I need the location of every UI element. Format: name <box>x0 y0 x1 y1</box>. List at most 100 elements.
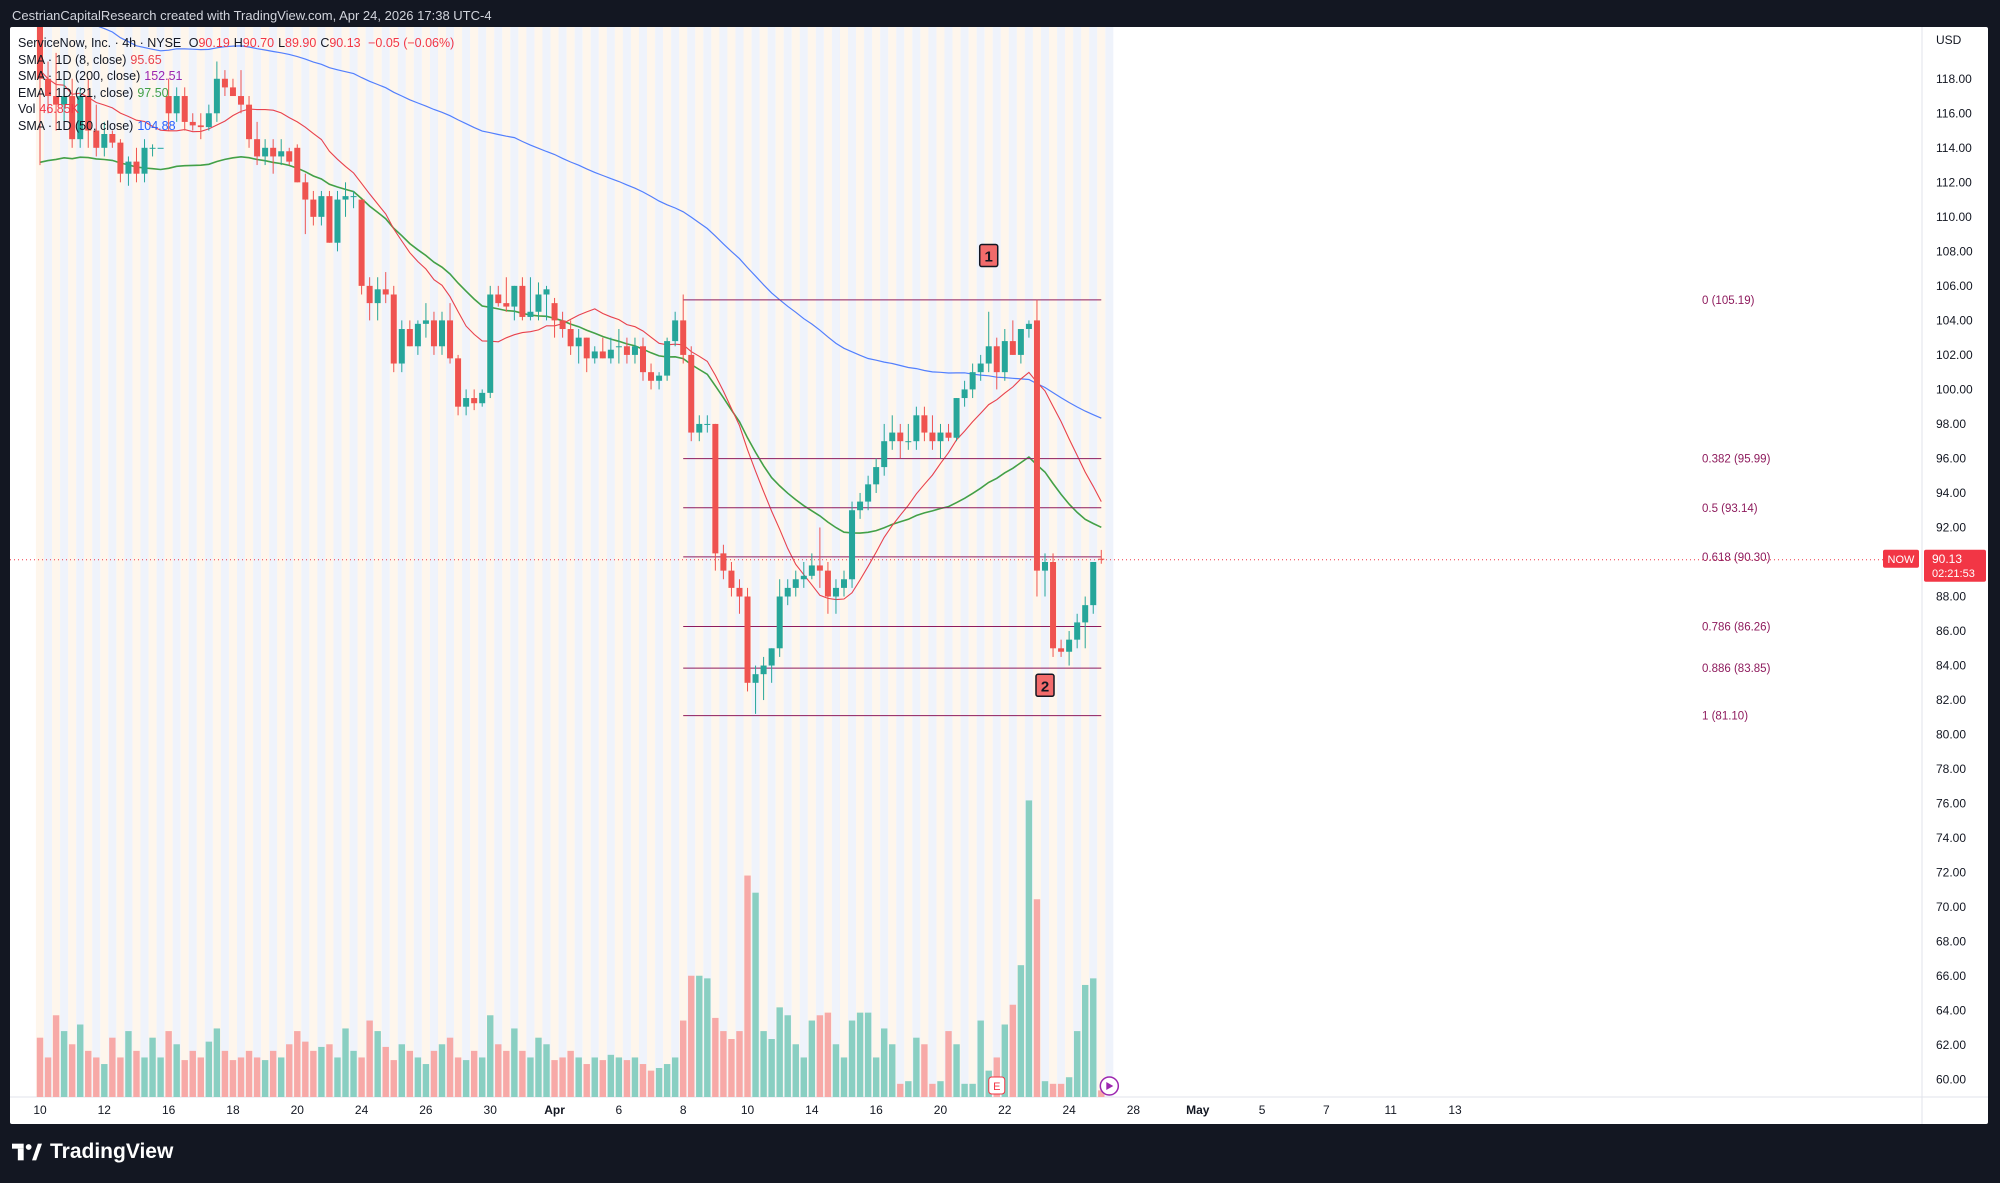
session-background <box>381 27 390 1097</box>
session-background <box>936 27 945 1097</box>
candle-body <box>656 375 663 381</box>
session-background <box>293 27 302 1097</box>
volume-bar <box>60 1031 68 1097</box>
session-background <box>695 27 704 1097</box>
wave-marker[interactable] <box>1035 673 1055 698</box>
session-background <box>606 27 615 1097</box>
y-tick-label: 94.00 <box>1936 486 1966 500</box>
volume-bar <box>1025 800 1033 1097</box>
candle-body <box>406 329 413 347</box>
candle-body <box>69 96 76 140</box>
session-background <box>767 27 776 1097</box>
candle-body <box>599 351 606 359</box>
volume-bar <box>615 1057 623 1097</box>
x-tick-label: May <box>1186 1103 1210 1117</box>
session-background <box>196 27 205 1097</box>
indicator-label: SMA · 1D (50, close) <box>18 118 134 133</box>
session-background <box>663 27 672 1097</box>
candle-body <box>229 87 236 97</box>
candle-body <box>623 346 630 355</box>
candle-body <box>720 553 727 571</box>
session-background <box>84 27 93 1097</box>
y-tick-label: 116.00 <box>1936 106 1972 120</box>
y-tick-label: 72.00 <box>1936 866 1966 880</box>
fib-level-label: 0.382 (95.99) <box>1702 454 1771 466</box>
volume-bar <box>760 1031 767 1097</box>
candle-body <box>1098 558 1105 560</box>
session-background <box>349 27 358 1097</box>
session-background <box>598 27 607 1097</box>
candle-body <box>945 432 952 438</box>
replay-icon-glyph <box>1106 1082 1114 1090</box>
volume-bar <box>350 1050 357 1097</box>
candle-body <box>503 303 510 307</box>
session-background <box>655 27 664 1097</box>
indicator-row[interactable]: SMA · 1D (8, close) 95.65 <box>18 52 454 69</box>
candle-body <box>664 341 671 376</box>
volume-bar <box>495 1044 502 1097</box>
candle-body <box>680 320 687 355</box>
wave-marker[interactable] <box>978 243 999 268</box>
session-background <box>743 27 752 1097</box>
session-background <box>156 27 165 1097</box>
earnings-marker[interactable] <box>988 1076 1006 1095</box>
candle-body <box>511 285 518 307</box>
candle-body <box>1017 329 1024 355</box>
chart-panel[interactable]: USD 60.00 62.00 64.00 66.00 68.00 70.00 72.00 74… <box>10 27 1988 1124</box>
candle-body <box>173 96 180 114</box>
session-background <box>220 27 229 1097</box>
candle-body <box>1066 639 1073 652</box>
session-background <box>132 27 141 1097</box>
symbol-title[interactable]: ServiceNow, Inc. · 4h · NYSE <box>18 36 182 50</box>
candle-body <box>310 199 317 217</box>
indicator-value: 46.85K <box>39 102 80 116</box>
session-background <box>542 27 551 1097</box>
candle-body <box>422 320 429 324</box>
y-tick-label: 102.00 <box>1936 348 1973 362</box>
fib-level-label: 1 (81.10) <box>1702 711 1748 723</box>
session-background <box>1008 27 1017 1097</box>
session-background <box>759 27 768 1097</box>
indicator-row[interactable]: EMA · 1D (21, close) 97.50 <box>18 85 454 102</box>
session-background <box>261 27 270 1097</box>
candle-body <box>881 441 888 468</box>
x-tick-label: 16 <box>162 1103 176 1117</box>
indicator-row[interactable]: SMA · 1D (50, close) 104.88 <box>18 118 454 135</box>
attribution-header: CestrianCapitalResearch created with Tra… <box>12 8 492 23</box>
session-background <box>317 27 326 1097</box>
candle-body <box>567 329 574 347</box>
session-background <box>928 27 937 1097</box>
candle-body <box>471 398 478 404</box>
fib-level-label: 0 (105.19) <box>1702 295 1755 307</box>
candle-body <box>800 575 807 580</box>
candle-body <box>430 320 437 347</box>
price-chart[interactable]: USD60.0062.0064.0066.0068.0070.0072.0074… <box>10 27 1988 1124</box>
volume-bar <box>109 1037 116 1097</box>
session-background <box>992 27 1001 1097</box>
volume-bar <box>398 1044 405 1097</box>
candle-body <box>527 311 534 317</box>
indicator-row[interactable]: Vol 46.85K <box>18 101 454 118</box>
x-tick-label: 20 <box>934 1103 948 1117</box>
x-tick-label: 30 <box>484 1103 498 1117</box>
volume-bar <box>889 1044 896 1097</box>
y-tick-label: 98.00 <box>1936 417 1966 431</box>
x-tick-label: 20 <box>291 1103 305 1117</box>
session-background <box>437 27 447 1097</box>
candle-body <box>101 134 108 148</box>
candle-body <box>816 565 823 571</box>
session-background <box>1057 27 1066 1097</box>
session-background <box>775 27 784 1097</box>
wave-marker-label: 2 <box>1041 678 1049 695</box>
volume-bar <box>44 1057 52 1097</box>
candle-body <box>85 96 92 131</box>
indicator-row[interactable]: SMA · 1D (200, close) 152.51 <box>18 68 454 85</box>
candle-body <box>832 587 839 597</box>
last-price-badge <box>1924 549 1986 582</box>
volume-bar <box>905 1081 912 1097</box>
candle-body <box>929 432 936 442</box>
volume-bar <box>117 1057 124 1097</box>
volume-bar <box>1049 1083 1057 1097</box>
candle-body <box>117 142 124 174</box>
volume-bar <box>527 1057 534 1097</box>
